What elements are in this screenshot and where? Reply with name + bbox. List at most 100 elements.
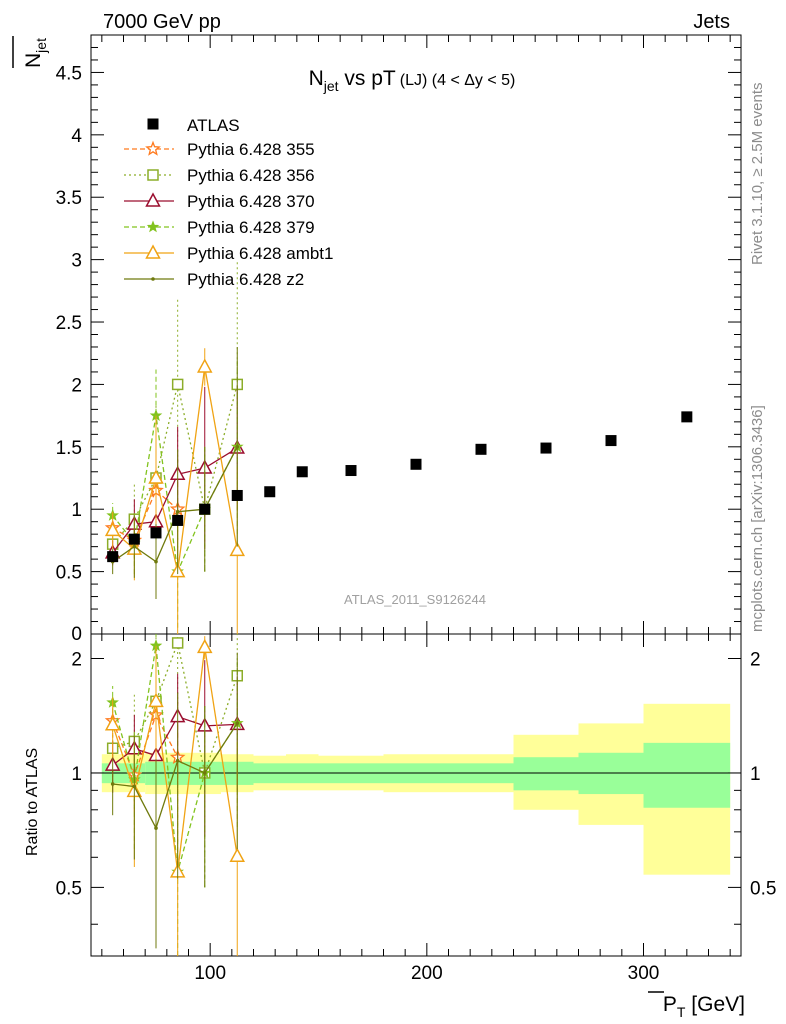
series-ratio-point	[202, 771, 207, 775]
mcplots-label: mcplots.cern.ch [arXiv:1306.3436]	[749, 405, 766, 632]
series-ratio-point	[229, 847, 246, 863]
axis-ticks: 100 200 300 0.5 1 1.5 2 2.5 3 3.5 4 4.5 0 0.5 0.5 1 1 2 2	[56, 35, 776, 984]
series-ratio-point	[175, 758, 180, 763]
series-ratio-point	[110, 782, 115, 786]
ratio-tick-label-right: 1	[750, 764, 761, 785]
title-sub: jet	[323, 78, 339, 94]
legend-label-4: Pythia 6.428 ambt1	[187, 244, 333, 263]
header-right: Jets	[693, 11, 730, 33]
y-tick-label: 1	[71, 500, 82, 521]
atlas-data-point	[345, 465, 357, 477]
y-tick-label: 3	[71, 251, 82, 272]
series-point	[132, 544, 137, 549]
ratio-tick-label-right: 0.5	[750, 878, 776, 899]
ratio-tick-label-right: 2	[750, 650, 761, 671]
legend-label-0: Pythia 6.428 355	[187, 140, 315, 159]
ratio-tick-label-left: 1	[71, 764, 82, 785]
legend-atlas-label: ATLAS	[187, 116, 240, 135]
atlas-data-point	[199, 503, 211, 515]
atlas-data-point	[128, 533, 140, 545]
atlas-data-point	[681, 411, 693, 423]
legend-label-5: Pythia 6.428 z2	[187, 270, 304, 289]
atlas-data-point	[475, 443, 487, 455]
ratio-tick-label-left: 0.5	[56, 878, 82, 899]
legend-marker-1	[147, 169, 159, 181]
title-main: N	[309, 67, 324, 90]
chart-title: Njet vs pT (LJ) (4 < Δy < 5)	[309, 67, 516, 94]
series-point	[175, 509, 180, 514]
series-ratio-point	[148, 692, 164, 708]
atlas-data-point	[107, 551, 119, 563]
x-label-unit: [GeV]	[685, 993, 745, 1016]
title-small: (LJ) (4 < Δy < 5)	[400, 72, 516, 89]
band-inner-11	[513, 757, 579, 791]
series-point	[196, 358, 213, 373]
series-ratio-line	[112, 647, 238, 872]
legend-marker-3	[146, 220, 160, 233]
y-tick-label: 4.5	[56, 63, 82, 84]
header-left: 7000 GeV pp	[103, 11, 221, 33]
series-point	[154, 559, 158, 564]
y-label-sub: jet	[33, 38, 49, 54]
legend-marker-5	[151, 277, 155, 281]
y-tick-label-zero: 0	[71, 624, 82, 645]
y-tick-label: 3.5	[56, 188, 82, 209]
y-tick-label: 1.5	[56, 438, 82, 459]
atlas-data-point	[540, 442, 552, 454]
atlas-data-point	[150, 527, 162, 539]
data-layer	[107, 411, 693, 563]
series-ratio-point	[154, 826, 158, 830]
watermark: ATLAS_2011_S9126244	[344, 592, 486, 607]
atlas-data-point	[410, 458, 422, 470]
legend-marker-0	[145, 140, 161, 156]
y-label-n: N	[22, 53, 45, 68]
legend-marker-4	[145, 244, 161, 259]
series-line	[112, 446, 238, 563]
title-rest: vs pT	[339, 67, 396, 90]
y-tick-label: 0.5	[56, 563, 82, 584]
legend-label-3: Pythia 6.428 379	[187, 218, 315, 237]
legend-label-2: Pythia 6.428 370	[187, 192, 315, 211]
ratio-tick-label-left: 2	[71, 650, 82, 671]
x-tick-label: 300	[628, 963, 660, 984]
atlas-data-point	[231, 489, 243, 501]
rivet-label: Rivet 3.1.10, ≥ 2.5M events	[749, 83, 766, 266]
y-tick-label: 2.5	[56, 313, 82, 334]
x-tick-label: 100	[194, 963, 226, 984]
series-ratio-point	[104, 716, 121, 731]
ratio-y-label: Ratio to ATLAS	[24, 748, 41, 856]
band-inner-13	[643, 742, 731, 808]
series-point	[235, 445, 240, 449]
x-axis-label: PT [GeV]	[648, 991, 745, 1020]
series-point	[229, 541, 246, 557]
series-point	[148, 469, 164, 484]
legend-marker-2	[145, 192, 161, 207]
svg-text:PT [GeV]: PT [GeV]	[663, 993, 745, 1020]
y-tick-label: 4	[71, 126, 82, 147]
series-ratio-line	[112, 722, 238, 830]
atlas-data-point	[264, 486, 276, 498]
series-3	[106, 359, 244, 956]
ratio-plot-frame	[90, 633, 742, 957]
atlas-data-point	[296, 466, 308, 478]
atlas-data-point	[172, 514, 184, 526]
y-tick-label: 2	[71, 375, 82, 396]
series-ratio-point	[196, 638, 213, 654]
legend-label-1: Pythia 6.428 356	[187, 166, 315, 185]
x-tick-label: 200	[411, 963, 443, 984]
y-axis-label: Njet	[12, 36, 49, 68]
series-point	[171, 378, 184, 391]
series-ratio-line	[112, 640, 238, 776]
series-layer	[104, 259, 246, 956]
legend-atlas-marker	[147, 118, 159, 130]
series-ratio-point	[171, 637, 184, 649]
series-line	[112, 366, 238, 572]
x-label-p: P	[663, 993, 677, 1016]
series-point	[104, 521, 121, 537]
series-ratio-point	[235, 721, 240, 726]
legend: ATLAS Pythia 6.428 355 Pythia 6.428 356 Pyt…	[124, 116, 333, 289]
atlas-data-point	[605, 435, 617, 447]
ratio-uncertainty-bands	[91, 703, 741, 875]
x-label-sub: T	[677, 1004, 686, 1020]
